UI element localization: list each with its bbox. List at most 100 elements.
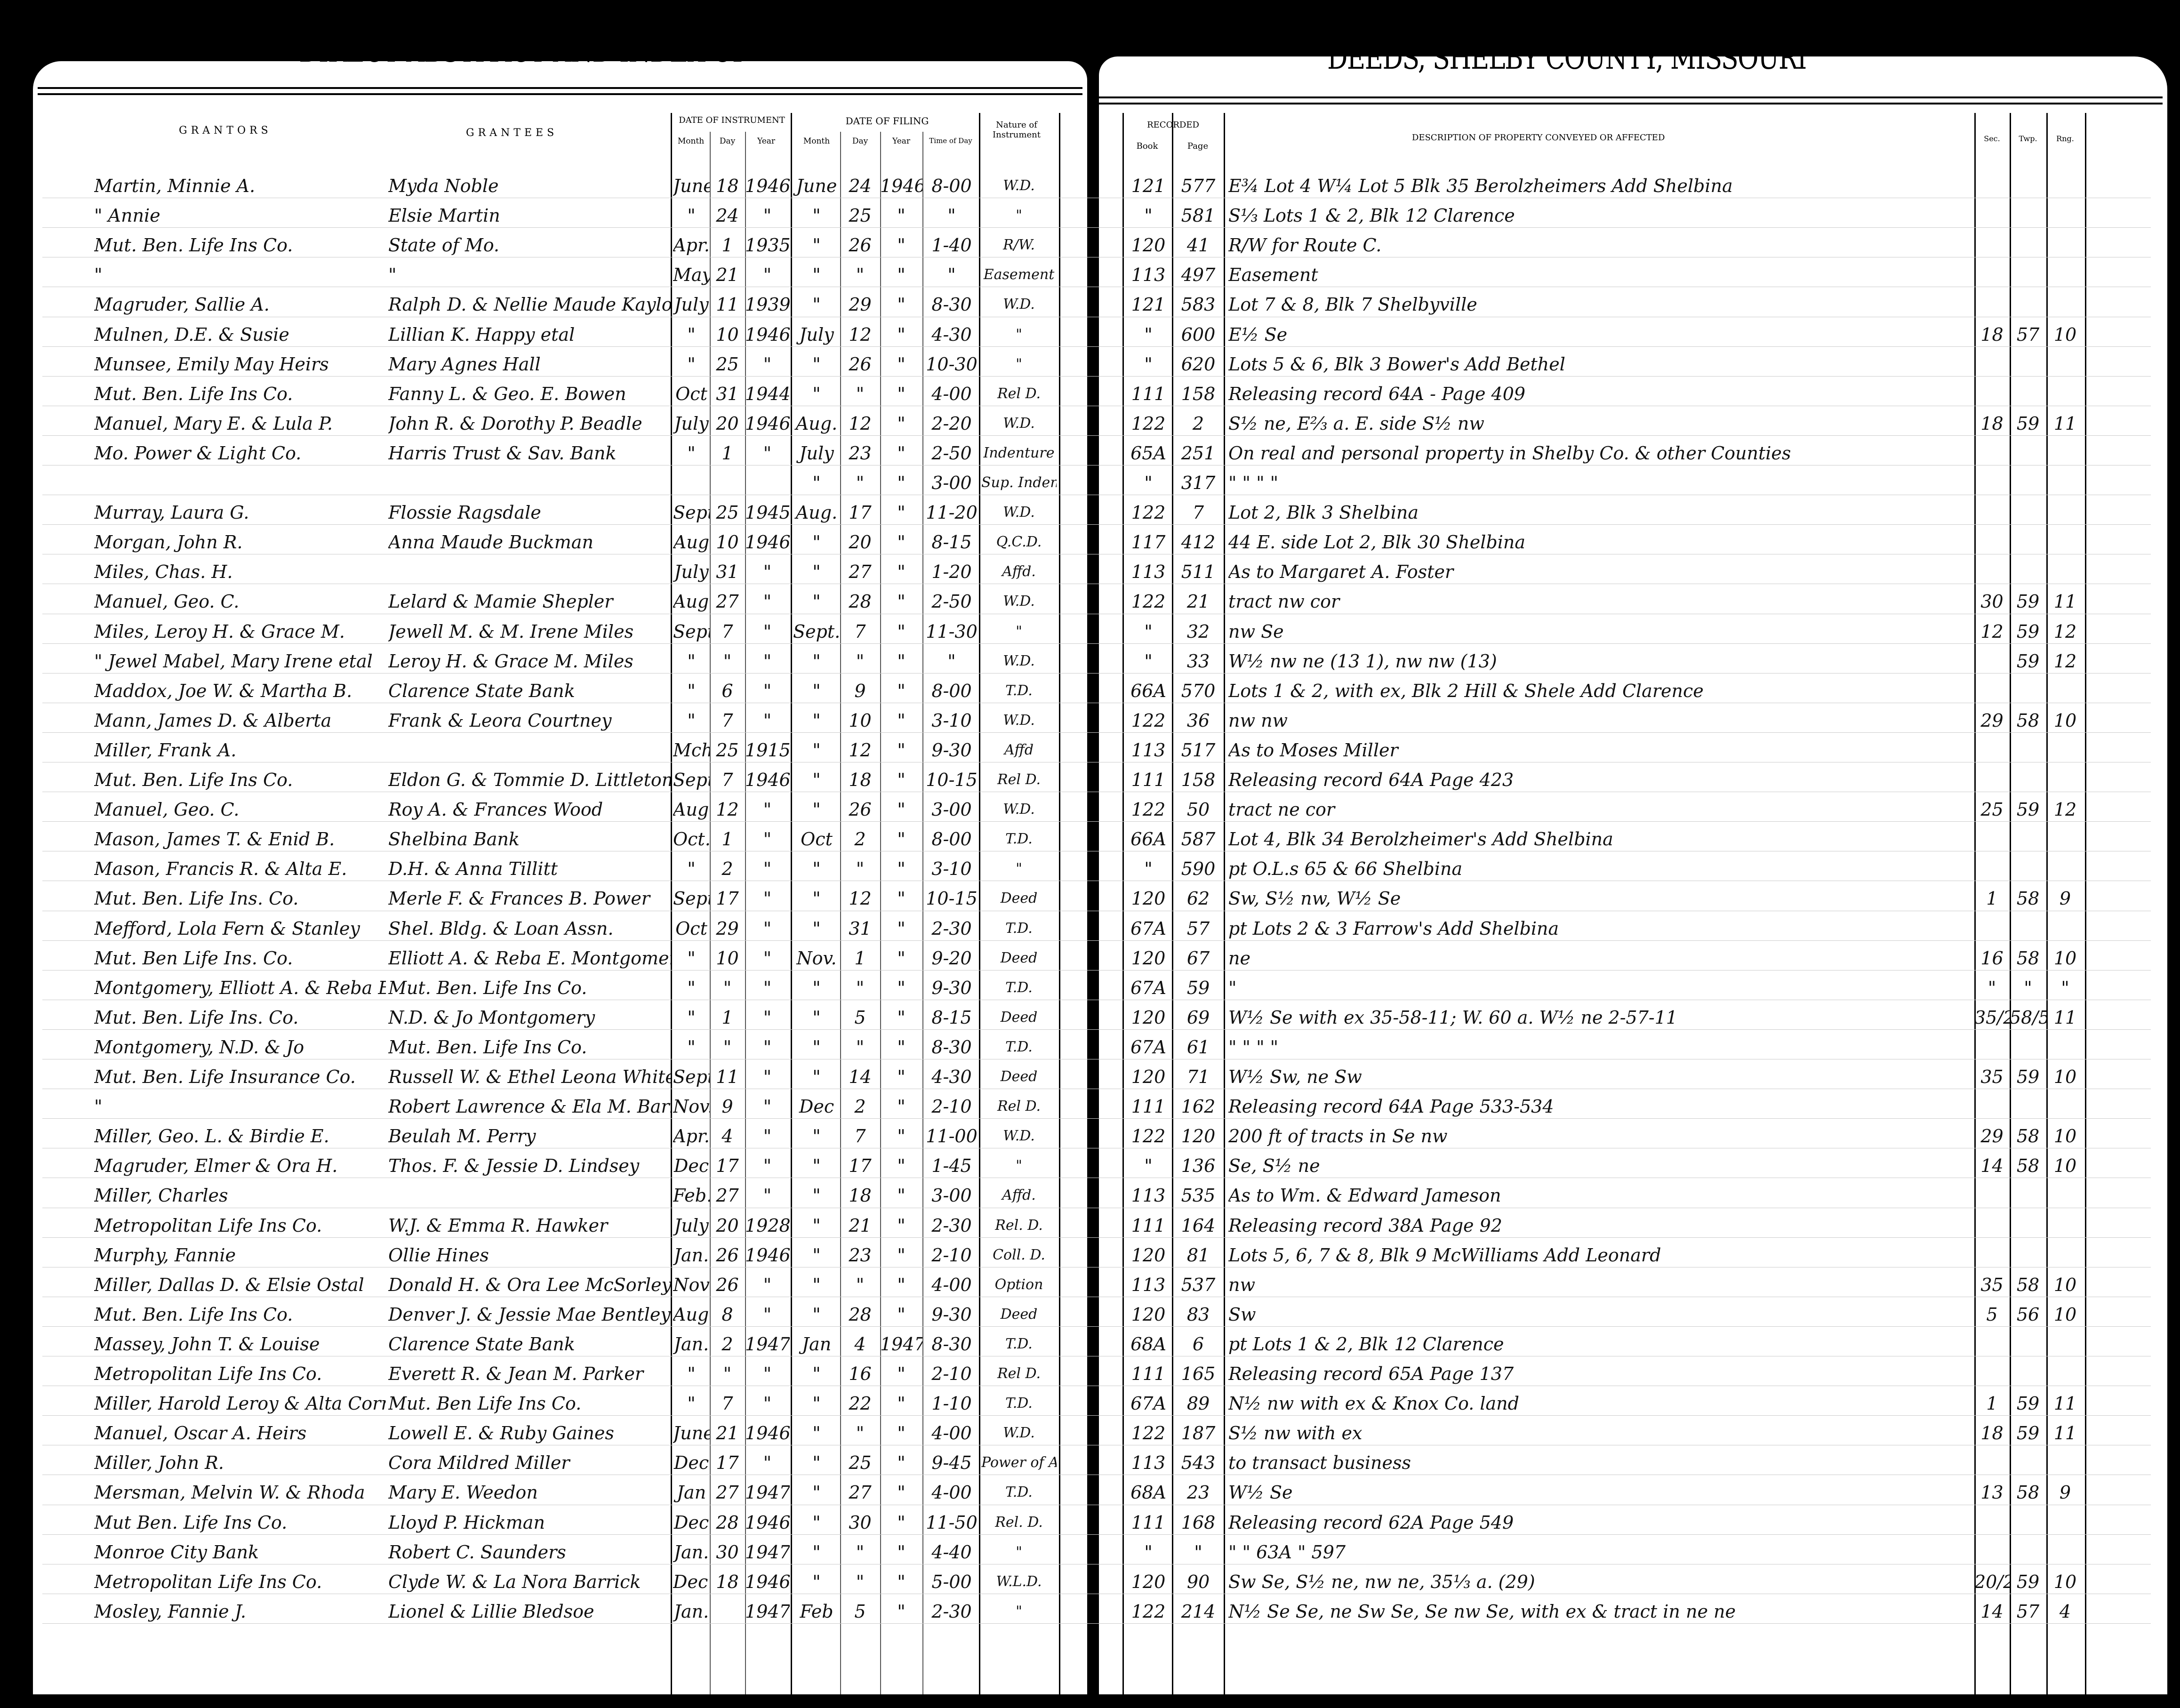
inst-day-cell: 29 <box>716 918 739 939</box>
inst-year-cell: " <box>763 1185 772 1206</box>
filing-day-cell: " <box>856 1423 865 1444</box>
filing-day-cell: " <box>856 265 865 286</box>
inst-day-cell: 27 <box>716 591 739 612</box>
inst-month-cell: " <box>687 442 696 464</box>
column-rule <box>791 113 792 1694</box>
column-rule <box>1059 113 1060 1694</box>
filing-year-cell: 1946 <box>880 176 922 196</box>
description-cell: Sw Se, S½ ne, nw ne, 35⅓ a. (29) <box>1228 1571 1535 1592</box>
page-cell: 317 <box>1181 473 1216 493</box>
inst-month-cell: July <box>674 294 709 315</box>
inst-day-cell: 21 <box>716 1423 739 1444</box>
time-cell: 8-30 <box>931 294 972 315</box>
filing-day-cell: 12 <box>849 324 872 345</box>
description-cell: W½ nw ne (13 1), nw nw (13) <box>1228 650 1497 672</box>
filing-month-cell: " <box>812 1126 821 1147</box>
description-cell: R/W for Route C. <box>1228 235 1382 256</box>
page-cell: 59 <box>1186 977 1210 998</box>
inst-year-cell: " <box>763 1304 772 1325</box>
inst-day-cell: 20 <box>716 413 739 434</box>
description-cell: " " 63A " 597 <box>1228 1541 1346 1563</box>
filing-month-cell: " <box>812 1482 821 1503</box>
sec-cell: 35/2 <box>1974 1007 2010 1028</box>
nature-cell: W.D. <box>1003 296 1035 313</box>
inst-day-cell: 10 <box>716 324 739 345</box>
time-cell: 3-10 <box>931 710 972 731</box>
nature-cell: T.D. <box>1005 1038 1033 1055</box>
filing-year-header: Year <box>892 136 911 146</box>
filing-day-cell: " <box>856 650 865 672</box>
filing-month-cell: " <box>812 205 821 226</box>
inst-year-cell: " <box>763 442 772 464</box>
filing-year-cell: " <box>897 383 906 404</box>
filing-year-cell: " <box>897 502 906 523</box>
inst-month-cell: " <box>687 1363 696 1384</box>
grantee-cell: Ralph D. & Nellie Maude Kaylor <box>388 294 671 315</box>
nature-cell: T.D. <box>1005 920 1033 937</box>
filing-month-cell: " <box>812 739 821 761</box>
nature-cell: Deed <box>1000 890 1038 907</box>
filing-month-cell: " <box>812 1215 821 1236</box>
row-rule <box>42 1029 2151 1030</box>
inst-month-cell: Sept. <box>673 502 710 523</box>
row-rule <box>42 643 2151 644</box>
nature-cell: R/W. <box>1003 237 1035 254</box>
inst-month-cell: Apr. <box>673 235 710 256</box>
time-cell: 8-15 <box>931 532 972 553</box>
inst-year-cell: " <box>763 650 772 672</box>
column-rule <box>671 113 672 1694</box>
filing-year-cell: " <box>897 1036 906 1058</box>
right-page-title: DEEDS, SHELBY COUNTY, MISSOURI <box>1327 40 1807 76</box>
inst-year-cell: 1946 <box>745 1512 790 1533</box>
filing-day-cell: 29 <box>849 294 872 315</box>
filing-year-cell: " <box>897 858 906 880</box>
time-cell: 3-00 <box>931 799 972 820</box>
time-cell: 1-10 <box>931 1393 972 1414</box>
grantee-cell: Merle F. & Frances B. Power <box>388 888 650 909</box>
sec-cell: 14 <box>1980 1601 2004 1622</box>
inst-year-cell: " <box>763 1363 772 1384</box>
inst-day-cell: " <box>723 1036 732 1058</box>
time-cell: 2-50 <box>931 442 972 464</box>
inst-month-cell: Sept. <box>673 888 710 909</box>
filing-month-cell: " <box>812 294 821 315</box>
description-cell: S½ ne, E⅔ a. E. side S½ nw <box>1228 413 1484 434</box>
grantor-cell: Massey, John T. & Louise <box>94 1333 320 1355</box>
nature-cell: W.D. <box>1003 593 1035 610</box>
inst-day-cell: 18 <box>716 176 739 196</box>
filing-year-cell: " <box>897 1244 906 1266</box>
time-cell: 4-40 <box>931 1541 972 1563</box>
grantor-cell: Manuel, Mary E. & Lula P. <box>94 413 333 434</box>
inst-year-cell: 1946 <box>745 1244 790 1266</box>
inst-year-cell: 1946 <box>745 532 790 553</box>
filing-year-cell: " <box>897 235 906 256</box>
page-cell: 41 <box>1186 235 1210 256</box>
filing-month-cell: " <box>812 1512 821 1533</box>
row-rule <box>42 1326 2151 1327</box>
page-cell: 590 <box>1181 858 1216 880</box>
inst-month-cell: Dec. <box>673 1571 710 1592</box>
filing-month-cell: July <box>799 442 834 464</box>
page-cell: 81 <box>1186 1244 1210 1266</box>
page-header: Page <box>1187 141 1209 151</box>
book-cell: 122 <box>1131 1423 1166 1444</box>
time-cell: 10-15 <box>926 888 978 909</box>
sec-cell: 16 <box>1980 947 2004 969</box>
filing-day-cell: 26 <box>849 353 872 375</box>
rng-cell: 11 <box>2053 413 2077 434</box>
filing-day-cell: 26 <box>849 799 872 820</box>
book-cell: 120 <box>1131 888 1166 909</box>
time-cell: 3-00 <box>931 1185 972 1206</box>
grantor-cell: Miller, Dallas D. & Elsie Ostal <box>94 1274 364 1295</box>
description-cell: ne <box>1228 947 1250 969</box>
twp-header: Twp. <box>2019 134 2037 143</box>
nature-cell: W.D. <box>1003 504 1035 521</box>
column-rule <box>710 132 711 1694</box>
inst-day-cell: 30 <box>716 1541 739 1563</box>
grantee-cell: Jewell M. & M. Irene Miles <box>388 621 634 642</box>
inst-year-cell: 1915 <box>745 739 790 761</box>
description-cell: Lots 1 & 2, with ex, Blk 2 Hill & Shele … <box>1228 680 1704 701</box>
nature-cell: T.D. <box>1005 1395 1033 1412</box>
inst-year-cell: " <box>763 888 772 909</box>
inst-month-cell: " <box>687 205 696 226</box>
